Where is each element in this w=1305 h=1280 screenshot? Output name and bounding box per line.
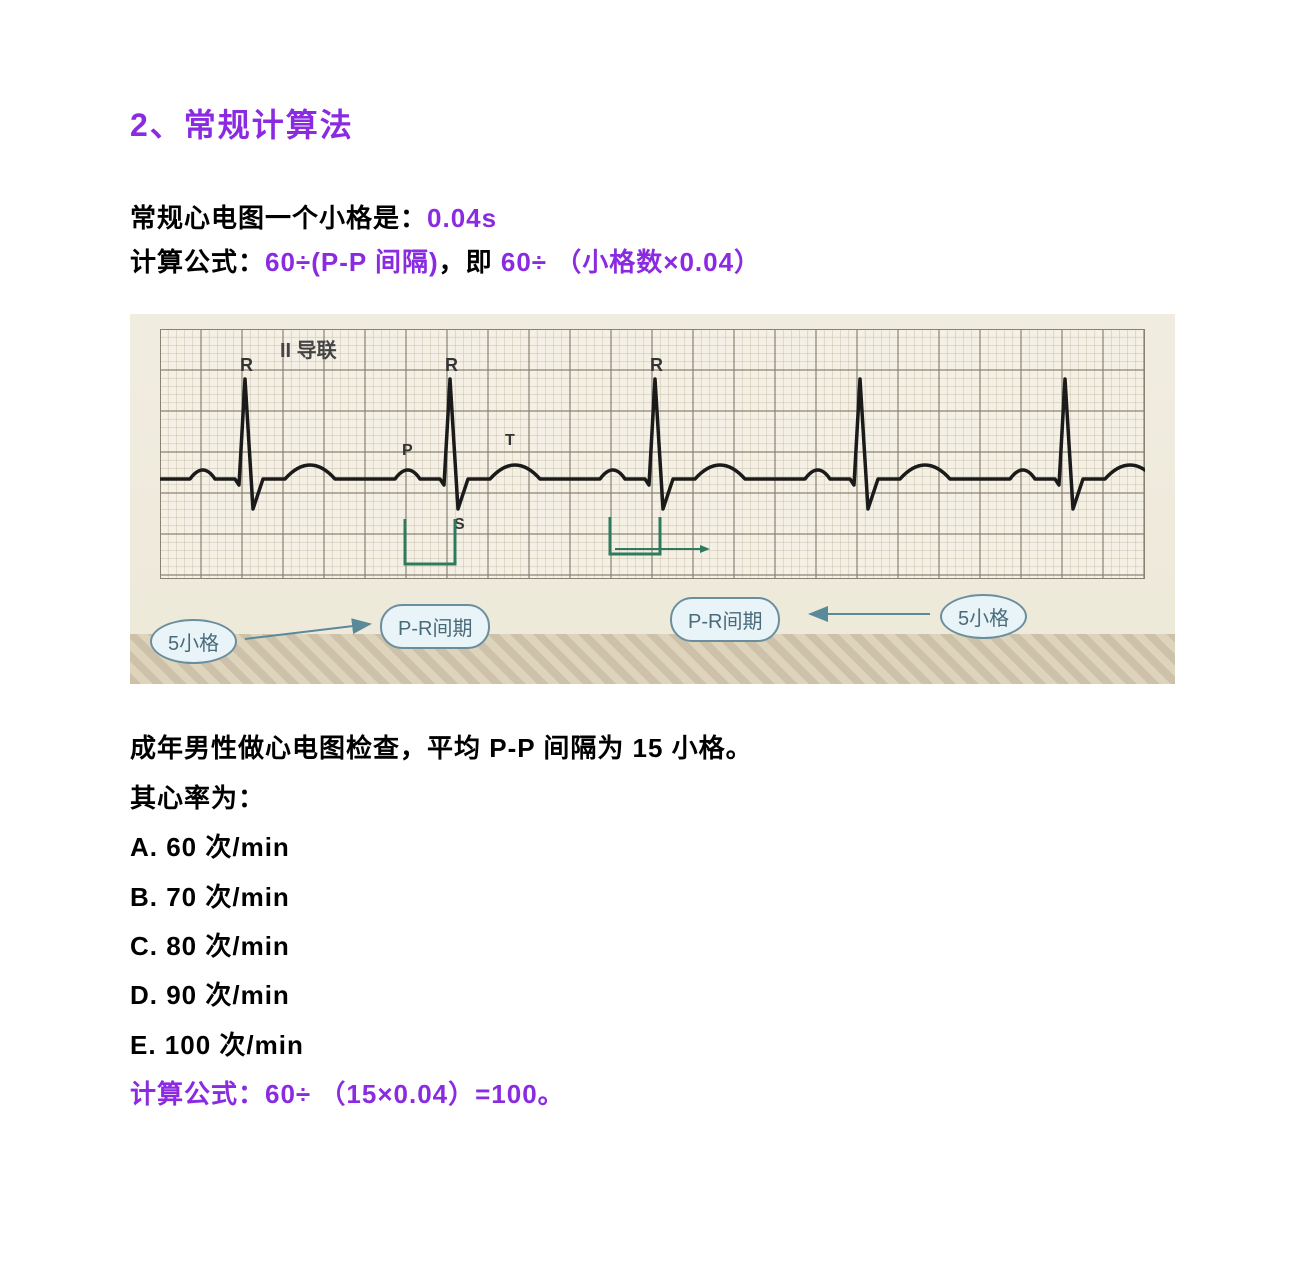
intro-text: 常规心电图一个小格是：0.04s 计算公式：60÷(P-P 间隔)，即 60÷ … (130, 196, 1175, 284)
intro-line1-value: 0.04s (427, 203, 497, 233)
ecg-arrows (130, 314, 1175, 684)
question-stem2: 其心率为： (130, 774, 1175, 823)
option-b: B. 70 次/min (130, 873, 1175, 922)
option-e: E. 100 次/min (130, 1021, 1175, 1070)
intro-line2-f1: 60÷(P-P 间隔) (265, 247, 439, 277)
section-title: 2、常规计算法 (130, 100, 1175, 146)
ecg-diagram: RRRII 导联PTS 5小格 P-R间期 P-R间期 5小格 (130, 314, 1175, 684)
intro-line2-f2: 60÷ （小格数×0.04） (501, 247, 761, 277)
option-a: A. 60 次/min (130, 823, 1175, 872)
intro-line1-prefix: 常规心电图一个小格是： (130, 203, 427, 233)
intro-line2-mid: ，即 (439, 247, 501, 277)
option-c: C. 80 次/min (130, 922, 1175, 971)
intro-line2-prefix: 计算公式： (130, 247, 265, 277)
question-block: 成年男性做心电图检查，平均 P-P 间隔为 15 小格。 其心率为： A. 60… (130, 724, 1175, 1119)
option-d: D. 90 次/min (130, 971, 1175, 1020)
question-stem1: 成年男性做心电图检查，平均 P-P 间隔为 15 小格。 (130, 724, 1175, 773)
answer-formula: 计算公式：60÷ （15×0.04）=100。 (130, 1070, 1175, 1119)
